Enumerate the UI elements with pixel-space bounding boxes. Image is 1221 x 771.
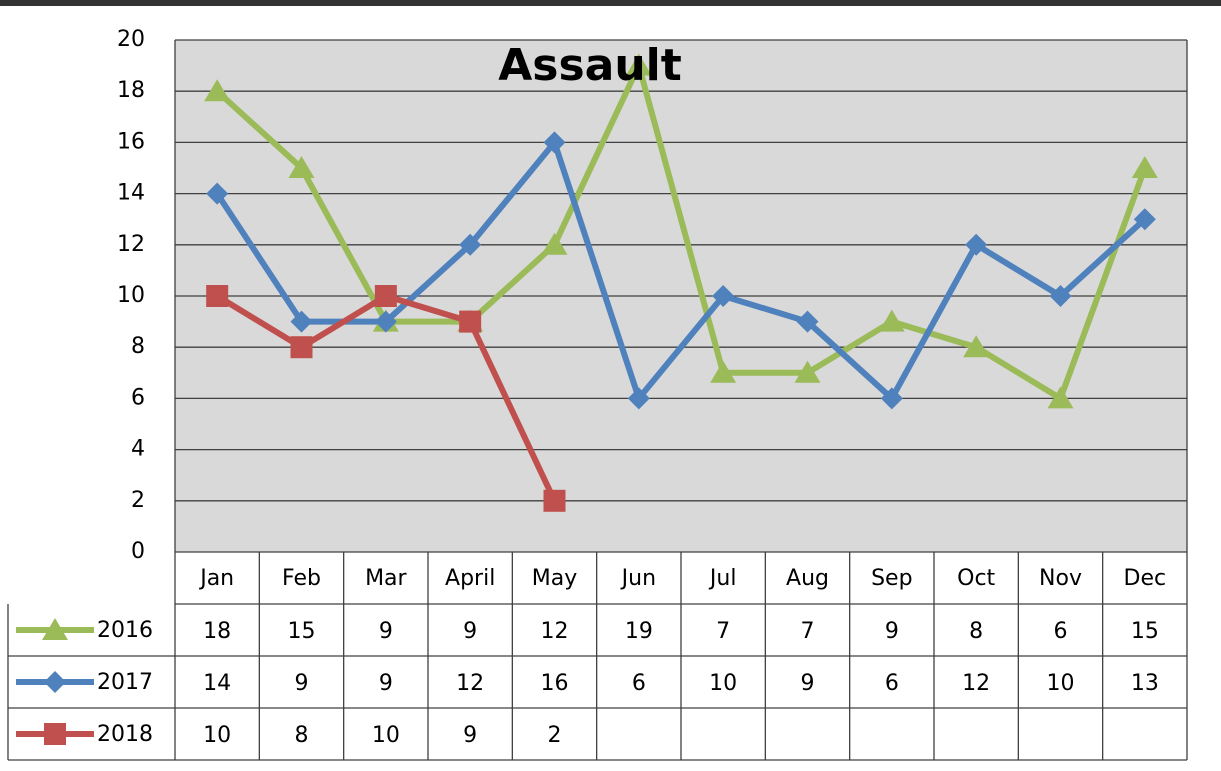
table-value: 9	[295, 671, 309, 696]
marker	[543, 489, 566, 512]
marker	[204, 79, 231, 102]
table-value: 8	[969, 619, 983, 644]
x-tick-label: Jul	[708, 566, 737, 591]
x-tick-label: Feb	[282, 566, 321, 591]
y-tick-label: 0	[131, 539, 145, 564]
table-value: 9	[379, 671, 393, 696]
y-tick-label: 14	[117, 181, 145, 206]
x-tick-label: April	[445, 566, 495, 591]
y-tick-label: 12	[117, 232, 145, 257]
table-value: 2	[548, 723, 562, 748]
top-border	[0, 0, 1221, 6]
legend-marker	[44, 671, 66, 693]
marker	[459, 233, 482, 256]
table-value: 19	[625, 619, 653, 644]
x-tick-label: Jun	[620, 566, 656, 591]
marker	[459, 310, 482, 333]
chart-title: Assault	[498, 40, 682, 91]
table-value: 12	[541, 619, 569, 644]
x-tick-label: Dec	[1124, 566, 1167, 591]
series-line	[214, 139, 1147, 402]
marker	[541, 232, 568, 255]
marker	[290, 310, 313, 333]
table-value: 9	[379, 619, 393, 644]
marker	[878, 309, 905, 332]
table-value: 6	[1054, 619, 1068, 644]
marker	[374, 310, 397, 333]
table-value: 9	[463, 619, 477, 644]
marker	[206, 285, 229, 307]
marker	[290, 336, 313, 359]
marker	[1047, 386, 1074, 409]
table-value: 6	[632, 671, 646, 696]
marker	[1049, 285, 1072, 307]
marker	[965, 233, 988, 256]
table-value: 15	[288, 619, 316, 644]
x-tick-label: May	[532, 566, 577, 591]
y-tick-label: 10	[117, 283, 145, 308]
marker	[794, 360, 821, 383]
table-value: 10	[372, 723, 400, 748]
y-tick-label: 4	[131, 437, 145, 462]
y-tick-label: 8	[131, 334, 145, 359]
table-value: 9	[463, 723, 477, 748]
x-tick-label: Nov	[1039, 566, 1082, 591]
marker	[625, 53, 652, 76]
x-tick-label: Oct	[957, 566, 995, 591]
marker	[712, 285, 735, 307]
x-tick-label: Mar	[365, 566, 407, 591]
legend-marker	[44, 723, 66, 745]
table-value: 13	[1131, 671, 1159, 696]
marker	[1133, 208, 1156, 231]
marker	[880, 387, 903, 410]
legend-marker	[42, 618, 68, 640]
legend-label: 2016	[97, 618, 153, 643]
table-value: 7	[716, 619, 730, 644]
table-value: 9	[885, 619, 899, 644]
table-value: 10	[1047, 671, 1075, 696]
table-value: 6	[885, 671, 899, 696]
table-value: 9	[801, 671, 815, 696]
x-tick-label: Aug	[786, 566, 829, 591]
y-tick-label: 20	[117, 27, 145, 52]
legend-label: 2018	[97, 722, 153, 747]
y-tick-label: 16	[117, 129, 145, 154]
legend-label: 2017	[97, 670, 153, 695]
table-value: 8	[295, 723, 309, 748]
table-value: 12	[456, 671, 484, 696]
table-value: 18	[203, 619, 231, 644]
table-value: 14	[203, 671, 231, 696]
table-value: 16	[541, 671, 569, 696]
table-value: 15	[1131, 619, 1159, 644]
marker	[543, 131, 566, 154]
x-tick-label: Sep	[871, 566, 912, 591]
table-value: 7	[801, 619, 815, 644]
marker	[1131, 156, 1158, 178]
marker	[963, 335, 990, 358]
table-value: 12	[962, 671, 990, 696]
y-tick-label: 6	[131, 385, 145, 410]
marker	[206, 182, 229, 205]
x-tick-label: Jan	[198, 566, 234, 591]
marker	[710, 360, 737, 383]
table-value: 10	[709, 671, 737, 696]
table-value: 10	[203, 723, 231, 748]
marker	[288, 156, 315, 178]
marker	[374, 285, 397, 307]
marker	[627, 387, 650, 410]
marker	[796, 310, 819, 333]
y-tick-label: 2	[131, 488, 145, 513]
y-tick-label: 18	[117, 78, 145, 103]
series-line	[215, 62, 1148, 402]
